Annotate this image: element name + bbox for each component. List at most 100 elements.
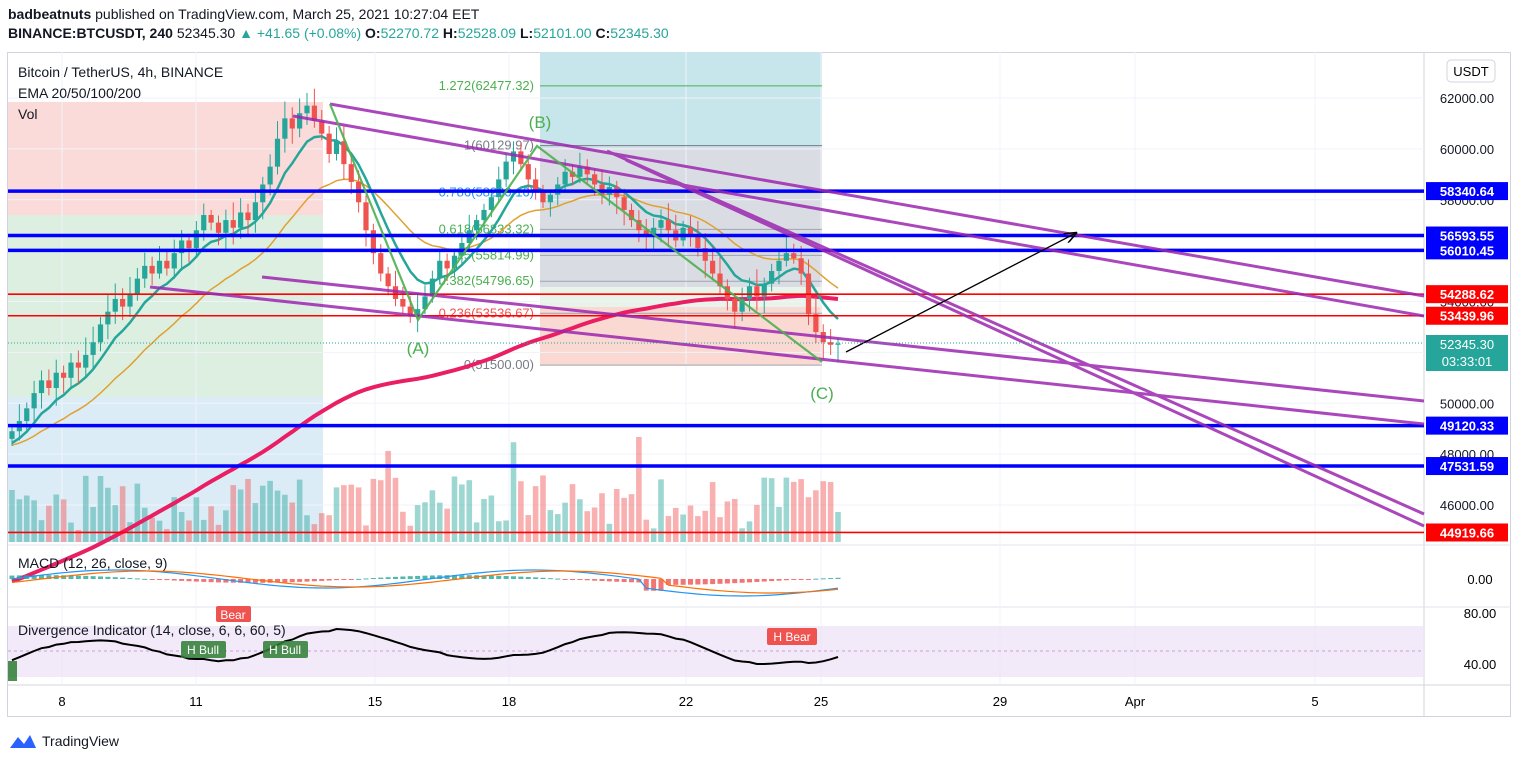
div-tick-80: 80.00 [1464,606,1497,621]
candle-body-72 [540,192,546,203]
candle-body-107 [798,258,804,274]
fib-label-6: 0.236(53536.67) [439,305,534,320]
current-price-tag [1426,335,1508,371]
candle-body-19 [149,265,155,274]
candle-body-93 [695,235,701,249]
candle-body-12 [97,324,104,343]
macd-signal-line [11,570,839,594]
volume-bar-48 [363,525,369,542]
candle-body-32 [245,212,251,221]
candle-body-8 [68,362,74,378]
macd-hist-24 [186,579,192,582]
macd-hist-82 [614,579,620,582]
macd-hist-18 [142,578,148,580]
candle-body-49 [370,230,376,254]
volume-bar-61 [459,484,465,542]
macd-hist-50 [378,577,384,579]
div-tick-40: 40.00 [1464,657,1497,672]
candle-body-57 [429,278,435,297]
macd-hist-88 [658,579,664,591]
candle-body-51 [385,273,391,287]
macd-hist-104 [776,579,782,581]
volume-bar-73 [547,510,554,542]
macd-hist-21 [164,579,170,581]
candle-body-15 [120,298,126,307]
macd-hist-7 [61,575,67,579]
volume-bar-43 [326,515,332,542]
volume-bar-7 [60,499,67,542]
volume-bar-67 [503,520,509,542]
divergence-legend: Divergence Indicator (14, close, 6, 6, 6… [18,622,286,638]
volume-bar-57 [429,490,436,542]
macd-hist-13 [105,576,111,579]
volume-legend: Vol [18,106,38,122]
volume-bar-94 [702,510,709,542]
currency-label[interactable]: USDT [1453,64,1488,79]
level-label-4: 53439.96 [1440,309,1494,324]
macd-hist-60 [452,575,457,579]
candle-body-75 [562,171,568,185]
volume-bar-37 [282,494,288,542]
candle-body-103 [769,270,775,284]
candle-body-94 [702,248,708,261]
volume-bar-110 [820,481,827,542]
candle-body-33 [252,202,258,221]
volume-bar-66 [495,521,502,542]
y-tick-1: 60000.00 [1440,142,1494,157]
macd-hist-75 [562,579,568,580]
candle-body-96 [717,273,723,287]
fib-label-0: 1.272(62477.32) [439,78,534,93]
macd-hist-112 [835,577,841,579]
volume-bar-47 [355,487,362,542]
fib-label-1: 1(60129.97) [464,138,534,153]
candle-body-43 [326,133,332,154]
macd-hist-64 [481,575,487,579]
candle-body-14 [112,298,118,312]
macd-hist-73 [547,578,553,580]
volume-bar-14 [112,505,119,542]
macd-hist-81 [606,579,612,582]
author: badbeatnuts [8,6,92,22]
macd-hist-10 [83,575,89,579]
macd-hist-108 [806,579,811,580]
candle-body-16 [127,293,133,307]
close-label: C: [595,25,611,41]
macd-hist-56 [422,575,428,579]
macd-hist-94 [702,579,708,585]
volume-bar-64 [481,499,487,542]
macd-hist-11 [90,576,96,579]
volume-bar-71 [532,486,539,542]
macd-hist-77 [577,579,583,580]
macd-hist-67 [503,576,509,579]
macd-hist-23 [179,579,185,581]
macd-hist-76 [570,579,575,580]
macd-hist-66 [496,575,502,579]
candle-body-7 [61,372,67,378]
macd-hist-68 [511,576,516,579]
macd-hist-15 [120,577,126,579]
candle-body-109 [813,314,819,333]
level-tag-0 [1426,182,1508,201]
tag-h-bull-1: H Bull [187,643,219,657]
candle-body-44 [333,141,340,154]
volume-bar-0 [9,490,15,542]
level-label-6: 47531.59 [1440,459,1494,474]
volume-bar-21 [164,529,170,542]
macd-hist-61 [459,575,465,579]
volume-bar-65 [488,495,495,542]
macd-hist-27 [208,579,214,583]
candle-body-98 [732,298,738,312]
volume-bar-25 [193,497,200,542]
tradingview-footer[interactable]: TradingView [8,732,119,750]
candle-body-40 [304,105,310,114]
volume-bar-49 [370,478,377,542]
volume-bar-59 [444,508,450,542]
currency-button[interactable] [1446,59,1496,83]
candle-body-24 [186,240,192,249]
volume-bar-23 [178,511,185,542]
macd-hist-98 [732,579,738,584]
volume-bar-5 [46,505,52,542]
tag-bear: Bear [220,608,245,622]
macd-hist-62 [466,575,472,579]
